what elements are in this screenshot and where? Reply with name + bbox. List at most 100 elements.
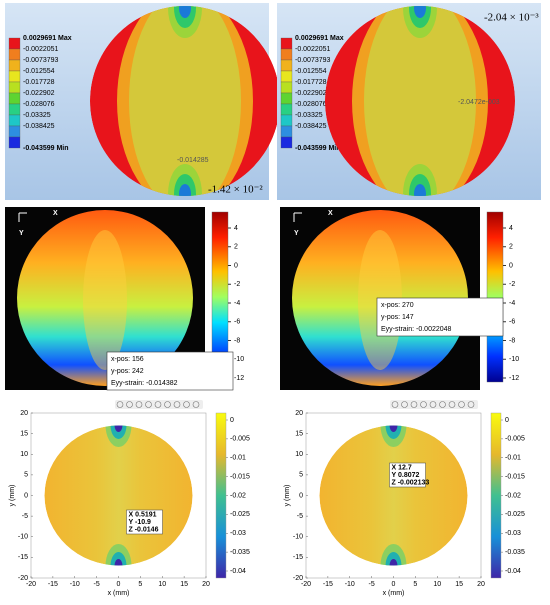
blob <box>380 544 407 566</box>
legend-swatch <box>8 48 21 61</box>
blob <box>389 559 398 566</box>
blob <box>105 425 132 447</box>
blob <box>110 425 127 439</box>
toolbar-icon <box>183 401 190 408</box>
blob <box>179 6 191 18</box>
legend-swatch <box>8 59 21 72</box>
colorbar-tick-label: -12 <box>509 375 519 382</box>
blob <box>389 425 398 432</box>
toolbar-icon <box>420 401 427 408</box>
legend-label: -0.0073793 <box>295 57 331 64</box>
y-tick-label: -15 <box>293 554 303 561</box>
x-tick-label: -20 <box>301 581 311 588</box>
x-tick-label: 20 <box>477 581 485 588</box>
legend-label: 0.0029691 Max <box>23 35 72 42</box>
colorbar-tick-label: -0.025 <box>230 511 250 518</box>
toolbar-icon <box>173 401 181 408</box>
colorbar-tick-label: 2 <box>509 244 513 251</box>
y-tick-label: -20 <box>18 575 28 582</box>
colorbar-tick-label: -0.015 <box>505 473 525 480</box>
disk <box>319 425 468 566</box>
colorbar-tick-label: 2 <box>234 244 238 251</box>
legend-label: -0.012554 <box>295 68 327 75</box>
toolbar-icon <box>126 401 133 408</box>
y-tick-label: 15 <box>295 430 303 437</box>
blob <box>110 552 127 566</box>
colorbar-tick-label: -0.02 <box>505 492 521 499</box>
blob <box>380 425 407 447</box>
data-tip-line: X 12.7 <box>392 464 412 471</box>
strain-core <box>83 230 127 370</box>
legend-label: -0.028076 <box>295 101 327 108</box>
legend-label: -0.043599 Min <box>295 145 341 152</box>
blob <box>385 552 402 566</box>
data-tip-line: Y -10.9 <box>129 519 152 526</box>
colorbar-tick-label: -6 <box>509 319 515 326</box>
toolbar-icon <box>135 401 143 408</box>
colorbar-tick-label: -0.035 <box>505 549 525 556</box>
legend-label: -0.028076 <box>23 101 55 108</box>
legend-label: -0.017728 <box>295 79 327 86</box>
x-tick-label: -5 <box>369 581 375 588</box>
legend-swatch <box>280 125 293 138</box>
axis-x-label: X <box>328 210 333 217</box>
colorbar-tick-label: -0.015 <box>230 473 250 480</box>
axis-x-label: X <box>53 210 58 217</box>
y-tick-label: 5 <box>24 472 28 479</box>
colorbar-tick-label: -8 <box>234 337 240 344</box>
data-tip-line: Eyy-strain: -0.0022048 <box>381 326 452 333</box>
legend-label: -0.012554 <box>23 68 55 75</box>
y-tick-label: 10 <box>20 451 28 458</box>
toolbar-icon <box>448 401 456 408</box>
x-tick-label: 10 <box>158 581 166 588</box>
x-tick-label: 15 <box>180 581 188 588</box>
legend-label: -0.022902 <box>295 90 327 97</box>
axis-glyph <box>293 212 302 222</box>
x-tick-label: -15 <box>323 581 333 588</box>
data-tip <box>376 297 504 337</box>
contour <box>90 6 280 196</box>
x-tick-label: 20 <box>202 581 210 588</box>
y-tick-label: 5 <box>299 472 303 479</box>
toolbar-icon <box>391 401 399 408</box>
x-tick-label: -5 <box>94 581 100 588</box>
annotation: -2.04 × 10⁻³ <box>484 12 539 24</box>
colorbar-tick-label: -0.03 <box>230 530 246 537</box>
x-tick-label: -10 <box>70 581 80 588</box>
contour <box>325 6 515 196</box>
legend-label: -0.03325 <box>23 112 51 119</box>
legend-label: -0.0073793 <box>23 57 59 64</box>
colorbar <box>486 211 504 383</box>
axis-y-label: Y <box>294 230 299 237</box>
legend-label: -0.0022051 <box>23 46 59 53</box>
legend-label: -0.043599 Min <box>23 145 69 152</box>
colorbar-tick-label: -0.04 <box>505 568 521 575</box>
probe-label: -2.0472e-003 <box>458 99 500 106</box>
toolbar-icon <box>429 401 437 408</box>
toolbar-icon <box>145 401 152 408</box>
legend-label: -0.017728 <box>23 79 55 86</box>
toolbar-icon <box>154 401 162 408</box>
x-tick-label: -20 <box>26 581 36 588</box>
colorbar-tick-label: -0.01 <box>505 455 521 462</box>
legend-label: -0.0022051 <box>295 46 331 53</box>
toolbar-icon <box>192 401 200 408</box>
axis-glyph <box>18 212 27 222</box>
blob <box>114 425 123 432</box>
colorbar-tick-label: -2 <box>509 281 515 288</box>
blob <box>414 184 426 196</box>
data-tip <box>126 509 163 535</box>
data-tip-line: Eyy-strain: -0.014382 <box>111 380 178 387</box>
data-tip-line: Y 0.8072 <box>392 472 420 479</box>
legend-swatch <box>280 70 293 83</box>
colorbar-tick-label: 0 <box>230 417 234 424</box>
legend-swatch <box>8 136 21 149</box>
axis-y-label: Y <box>19 230 24 237</box>
y-tick-label: -5 <box>297 513 303 520</box>
colorbar-tick-label: -4 <box>509 300 515 307</box>
colorbar-tick-label: -0.03 <box>505 530 521 537</box>
colorbar-tick-label: 4 <box>234 225 238 232</box>
x-tick-label: 5 <box>413 581 417 588</box>
data-tip <box>106 351 234 391</box>
